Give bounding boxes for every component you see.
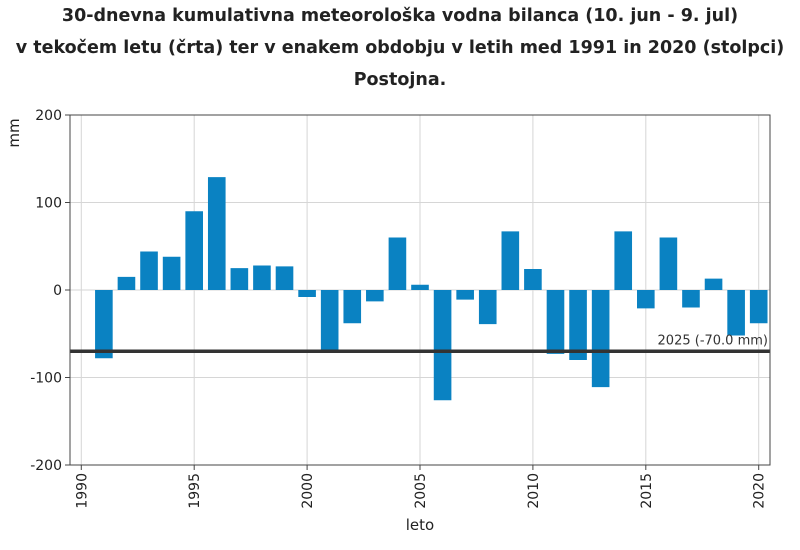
y-tick-label: 100	[35, 196, 62, 212]
chart-title-line-3: Postojna.	[353, 70, 447, 90]
bar-1999	[275, 266, 294, 290]
bar-2009	[501, 231, 520, 290]
bar-2018	[704, 278, 723, 290]
bar-2008	[478, 290, 497, 325]
x-axis-ticks: 1990 1995 2000 2005 2010 2015 2020	[74, 465, 768, 509]
bar-2011	[546, 290, 565, 354]
bar-2013	[591, 290, 610, 388]
x-tick-label: 2020	[752, 473, 768, 509]
y-tick-label: -200	[30, 458, 62, 474]
y-axis-label: mm	[5, 118, 23, 147]
y-tick-label: -100	[30, 371, 62, 387]
x-tick-label: 2000	[300, 473, 316, 509]
bar-1993	[140, 251, 158, 290]
bar-1997	[230, 268, 249, 290]
bar-1992	[117, 276, 136, 290]
bar-1996	[207, 177, 226, 290]
reference-line-label: 2025 (-70.0 mm)	[658, 333, 768, 348]
bar-2010	[524, 269, 542, 290]
bar-2017	[682, 290, 700, 308]
bar-2001	[320, 290, 339, 353]
bar-2007	[456, 290, 474, 300]
bar-2014	[614, 231, 633, 290]
y-axis-ticks: 200 100 0 -100 -200	[30, 108, 70, 474]
x-tick-label: 2005	[413, 473, 429, 509]
bar-2005	[411, 284, 429, 290]
bar-2016	[659, 237, 678, 290]
bar-2020	[749, 290, 768, 324]
x-tick-label: 1990	[74, 473, 90, 509]
reference-layer: 2025 (-70.0 mm)	[70, 333, 770, 353]
bar-1995	[185, 211, 203, 290]
bar-2006	[433, 290, 452, 401]
chart-title-line-2: v tekočem letu (črta) ter v enakem obdob…	[15, 38, 785, 58]
bar-1991	[95, 290, 113, 359]
y-tick-label: 200	[35, 108, 62, 124]
x-tick-label: 2010	[526, 473, 542, 509]
bar-1998	[253, 265, 271, 290]
bar-2019	[727, 290, 745, 336]
y-tick-label: 0	[53, 283, 62, 299]
bar-2004	[388, 237, 407, 290]
bar-2015	[637, 290, 655, 309]
bar-2000	[298, 290, 316, 297]
bar-2003	[366, 290, 384, 302]
x-axis-label: leto	[406, 516, 434, 534]
chart-title-line-1: 30-dnevna kumulativna meteorološka vodna…	[61, 6, 739, 26]
bars	[95, 177, 768, 401]
bar-2002	[343, 290, 362, 324]
bar-1994	[162, 256, 181, 290]
x-tick-label: 1995	[187, 473, 203, 509]
bar-2012	[569, 290, 587, 360]
x-tick-label: 2015	[639, 473, 655, 509]
